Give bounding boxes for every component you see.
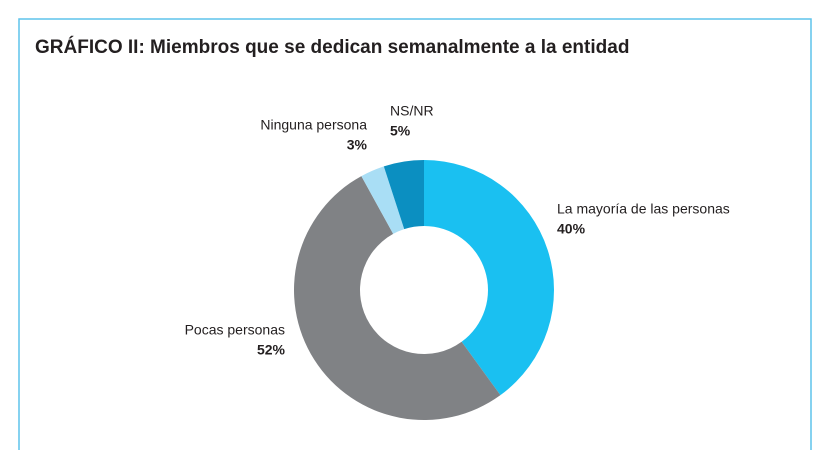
chart-title: GRÁFICO II: Miembros que se dedican sema… (35, 36, 629, 58)
donut-segment (361, 166, 405, 234)
slice-value-label: 5% (390, 123, 411, 139)
donut-segment (294, 176, 501, 420)
slice-label: NS/NR (390, 103, 434, 119)
donut-segment (383, 160, 424, 230)
slice-value-label: 40% (557, 221, 586, 237)
slice-label: Ninguna persona (260, 117, 367, 133)
slice-label: La mayoría de las personas (557, 201, 730, 217)
donut-segment (424, 160, 554, 396)
slice-label: Pocas personas (185, 322, 285, 338)
slice-value-label: 52% (257, 342, 286, 358)
frame (18, 18, 812, 450)
slice-value-label: 3% (347, 137, 368, 153)
